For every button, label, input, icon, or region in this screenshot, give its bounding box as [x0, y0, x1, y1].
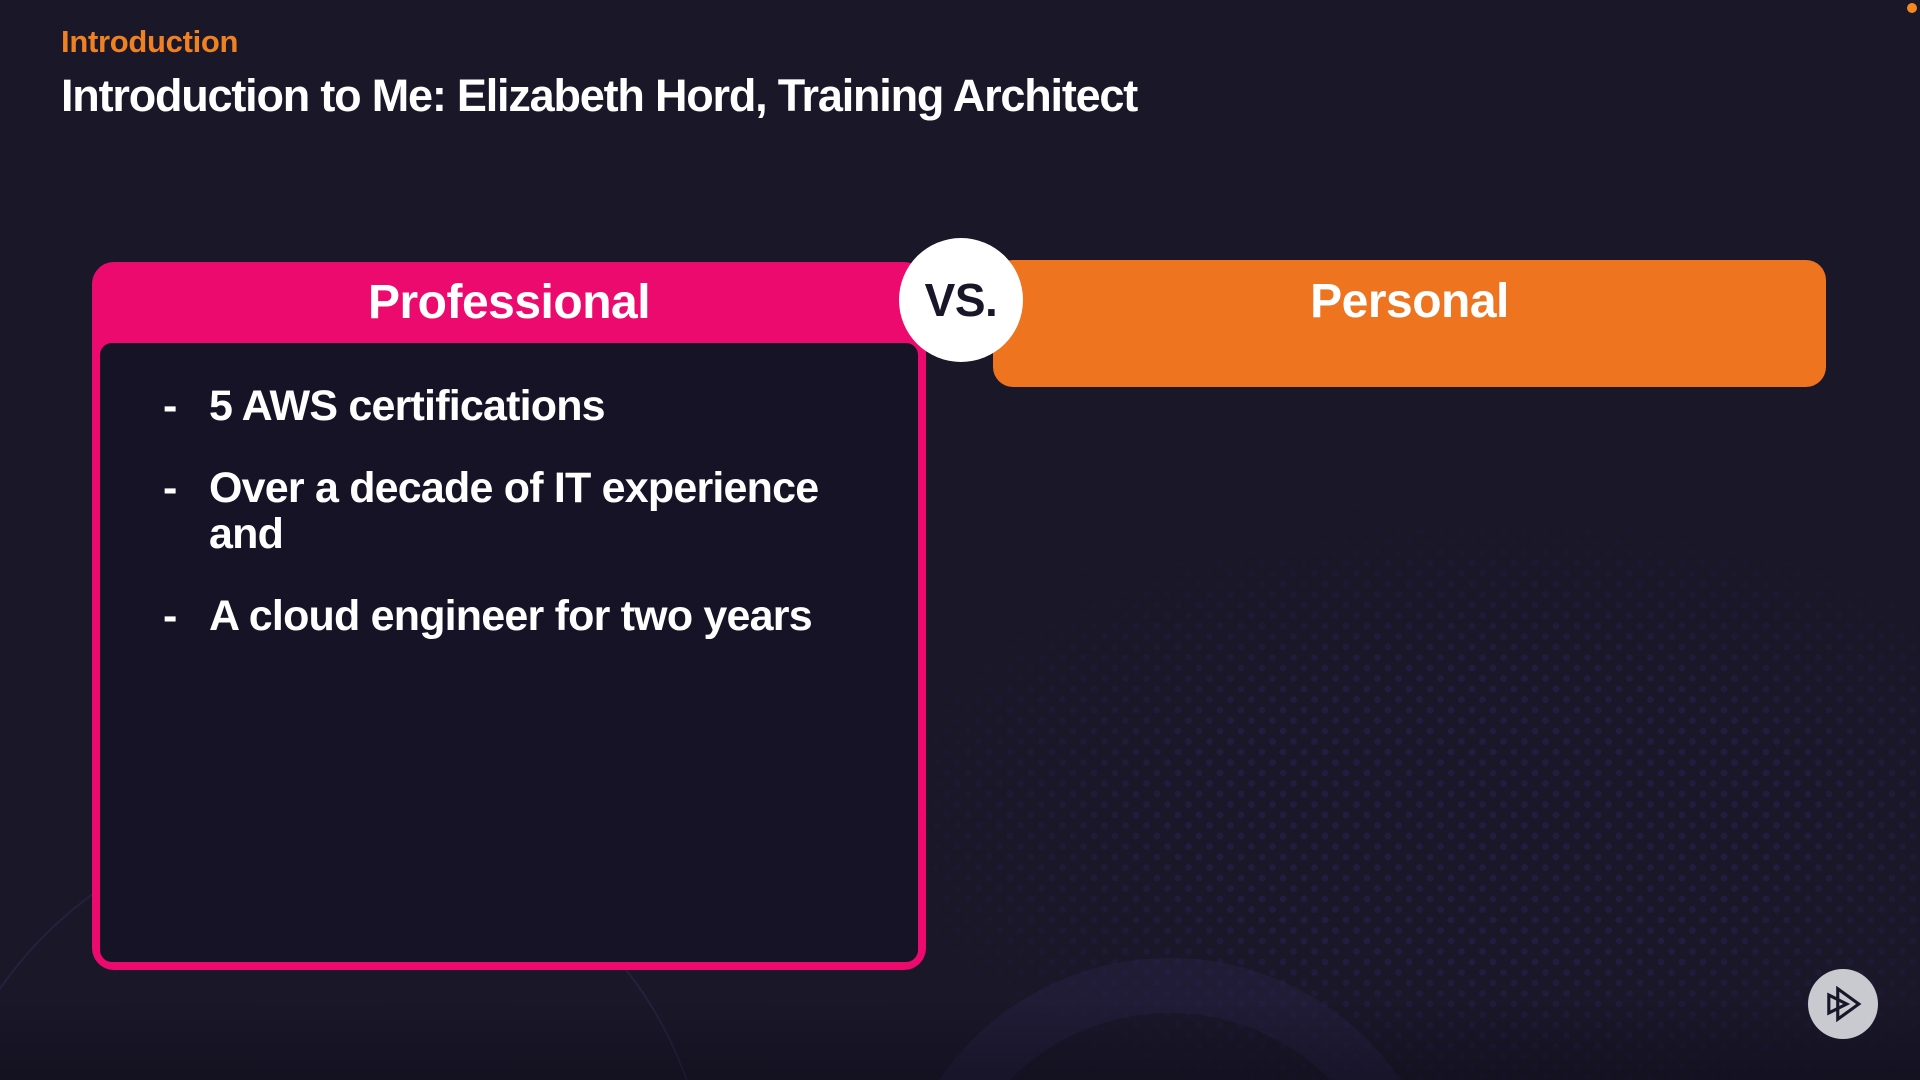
professional-card-body: - 5 AWS certifications - Over a decade o… [100, 343, 918, 962]
bullet-text: 5 AWS certifications [209, 382, 606, 430]
bullet-item: - Over a decade of IT experience and [163, 465, 898, 557]
personal-card-title: Personal [1310, 275, 1509, 328]
pluralsight-logo [1808, 969, 1878, 1039]
bullet-item: - 5 AWS certifications [163, 383, 898, 429]
pluralsight-play-icon [1827, 985, 1862, 1023]
recording-dot-icon [1907, 3, 1917, 13]
background-dots-pattern [800, 500, 1920, 1080]
bullet-item: - A cloud engineer for two years [163, 593, 898, 639]
section-eyebrow: Introduction [61, 24, 239, 59]
bullet-text: A cloud engineer for two years [209, 592, 813, 640]
bottom-vignette [0, 1000, 1920, 1080]
professional-card-title: Professional [367, 276, 651, 329]
bullet-dash-marker: - [163, 592, 177, 640]
professional-card: Professional - 5 AWS certifications - Ov… [92, 262, 926, 970]
bullet-text: Over a decade of IT experience and [209, 464, 819, 558]
professional-card-header: Professional [92, 262, 926, 343]
personal-card: Personal [993, 260, 1826, 387]
vs-label: VS. [924, 274, 998, 326]
slide-title: Introduction to Me: Elizabeth Hord, Trai… [61, 70, 1138, 121]
professional-bullet-list: - 5 AWS certifications - Over a decade o… [100, 343, 918, 639]
personal-card-header: Personal [993, 260, 1826, 343]
bullet-dash-marker: - [163, 464, 177, 512]
bullet-dash-marker: - [163, 382, 177, 430]
vs-badge: VS. [899, 238, 1023, 362]
